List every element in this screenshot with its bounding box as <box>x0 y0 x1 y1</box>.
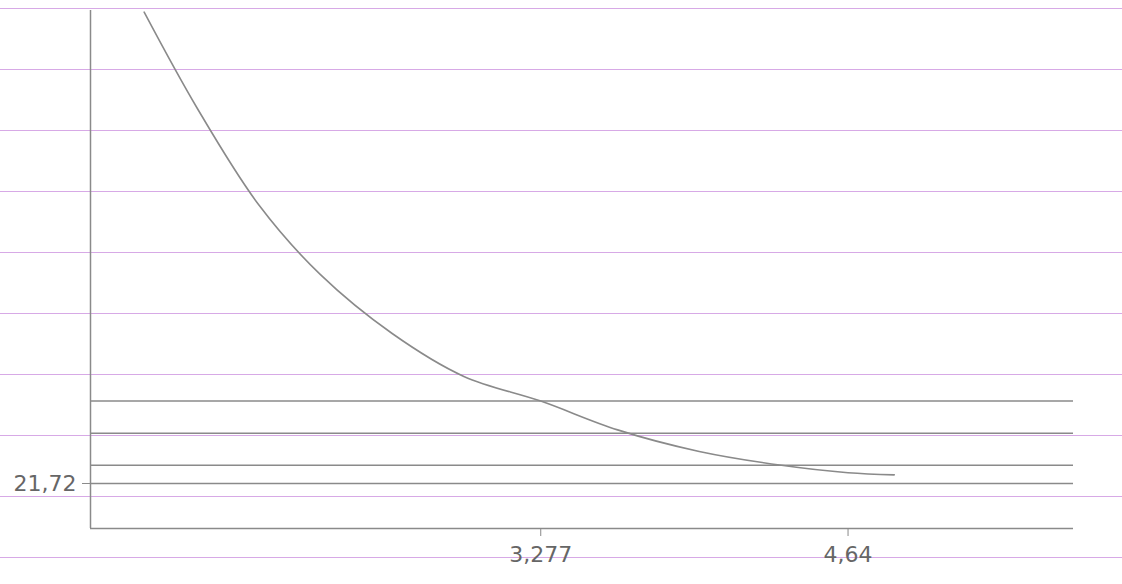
svg-text:21,72: 21,72 <box>14 471 77 496</box>
svg-text:4,64: 4,64 <box>824 542 873 567</box>
svg-text:3,277: 3,277 <box>509 542 572 567</box>
